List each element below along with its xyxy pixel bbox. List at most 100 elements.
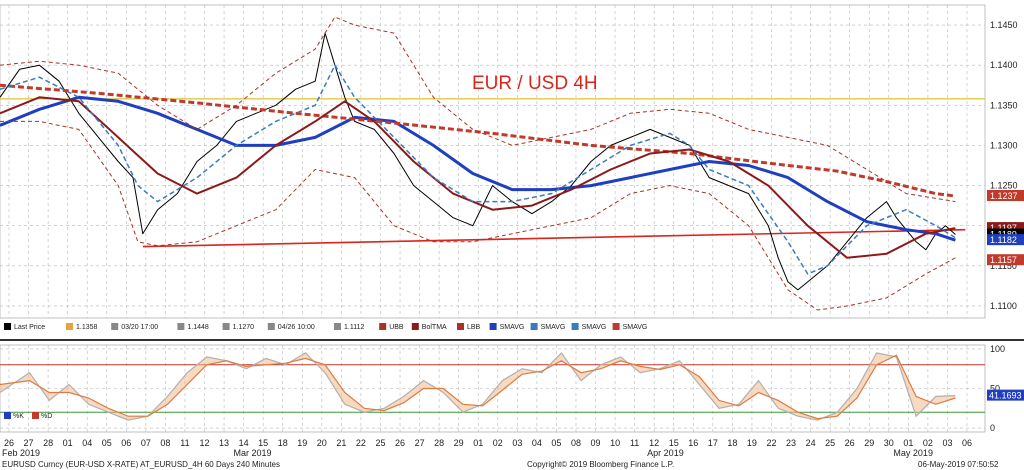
legend-swatch — [66, 323, 73, 330]
price-tick-label: 1.1250 — [990, 181, 1018, 191]
legend-label: 1.1112 — [344, 324, 364, 331]
osc-tick-label: 0 — [990, 423, 995, 433]
x-tick-label: 29 — [454, 438, 464, 448]
x-tick-label: 02 — [493, 438, 503, 448]
x-tick-label: 21 — [336, 438, 346, 448]
price-tick-label: 1.1100 — [990, 301, 1017, 311]
x-tick-label: 06 — [962, 438, 972, 448]
legend-swatch — [334, 323, 341, 330]
x-tick-label: 03 — [942, 438, 952, 448]
x-tick-label: 02 — [923, 438, 933, 448]
x-tick-label: 08 — [160, 438, 170, 448]
legend-swatch — [411, 323, 419, 330]
price-tag-box — [987, 234, 1024, 246]
legend-swatch — [457, 323, 464, 330]
legend-label: BolTMA — [422, 324, 447, 331]
series-line-ubb — [0, 16, 956, 203]
osc-value-tag-box — [987, 389, 1024, 401]
x-tick-label: 14 — [239, 438, 249, 448]
price-tag-box — [987, 254, 1024, 266]
legend-swatch — [222, 323, 230, 330]
x-tick-label: 11 — [630, 438, 639, 448]
price-panel-frame — [0, 4, 986, 319]
x-tick-label: 23 — [786, 438, 796, 448]
x-tick-label: 27 — [415, 438, 425, 448]
price-tick-label: 1.1300 — [990, 140, 1018, 150]
x-tick-label: 09 — [591, 438, 601, 448]
x-tick-label: 11 — [180, 438, 189, 448]
footer-copyright: Copyright© 2019 Bloomberg Finance L.P. — [527, 460, 675, 469]
x-tick-label: 15 — [669, 438, 679, 448]
price-series-group — [0, 16, 985, 311]
legend-swatch — [612, 323, 620, 330]
x-tick-label: 19 — [297, 438, 307, 448]
x-tick-label: 17 — [708, 438, 718, 448]
x-tick-label: 16 — [688, 438, 698, 448]
x-tick-label: 28 — [434, 438, 444, 448]
x-tick-label: 18 — [278, 438, 288, 448]
price-tick-label: 1.1400 — [990, 60, 1018, 70]
x-tick-label: 13 — [219, 438, 229, 448]
x-tick-label: 22 — [766, 438, 776, 448]
legend-label: 1.1448 — [187, 324, 209, 331]
x-tick-label: 15 — [258, 438, 268, 448]
x-tick-label: 26 — [4, 438, 14, 448]
x-group-label: Feb 2019 — [2, 448, 40, 458]
osc-legend-label: %D — [41, 413, 52, 420]
series-line-smavg — [0, 64, 956, 275]
x-tick-label: 01 — [903, 438, 913, 448]
x-tick-label: 18 — [727, 438, 737, 448]
x-tick-label: 26 — [845, 438, 855, 448]
series-line-smavg — [0, 95, 956, 242]
x-tick-label: 24 — [806, 438, 816, 448]
osc-tick-label: 50 — [990, 384, 1000, 394]
x-tick-label: 06 — [121, 438, 131, 448]
x-tick-label: 05 — [102, 438, 112, 448]
x-tick-label: 05 — [551, 438, 561, 448]
osc-legend-swatch — [4, 412, 11, 419]
x-tick-label: 12 — [200, 438, 210, 448]
legend-label: 1.1358 — [76, 324, 98, 331]
x-group-label: Apr 2019 — [647, 448, 684, 458]
price-tag-box — [987, 228, 1024, 240]
price-tag-label: 1.1157 — [990, 255, 1017, 265]
x-tick-label: 27 — [24, 438, 34, 448]
axes-group: 26 27 28 01 04 05 06 07 08 11 12 13 14 15 18 19 20 21 22 25… — [2, 20, 1024, 458]
legend-label: Last Price — [14, 324, 45, 331]
x-tick-label: 22 — [356, 438, 366, 448]
chart-canvas: 26 27 28 01 04 05 06 07 08 11 12 13 14 15 18 19 20 21 22 25… — [0, 0, 1024, 459]
x-tick-label: 04 — [82, 438, 92, 448]
legend-label: 03/20 17:00 — [121, 324, 158, 331]
chart-background — [0, 0, 1024, 459]
legend-swatch — [379, 323, 387, 330]
price-tick-label: 1.1450 — [990, 20, 1018, 30]
x-tick-label: 26 — [395, 438, 405, 448]
osc-line-pct-k — [0, 351, 956, 421]
osc-tick-label: 100 — [990, 344, 1005, 354]
x-tick-label: 01 — [63, 438, 73, 448]
legend-swatch — [111, 323, 119, 330]
footer-timestamp: 06-May-2019 07:50:52 — [918, 460, 999, 469]
osc-fill-area — [0, 352, 956, 421]
legend-swatch — [489, 323, 497, 330]
x-tick-label: 25 — [375, 438, 385, 448]
x-tick-label: 04 — [532, 438, 542, 448]
legend-label: 04/26 10:00 — [278, 324, 315, 331]
legend-swatch — [4, 323, 11, 330]
legend-label: UBB — [389, 324, 404, 331]
chart-title: EUR / USD 4H — [472, 73, 598, 94]
osc-line-pct-d — [0, 354, 956, 420]
x-tick-label: 29 — [864, 438, 874, 448]
osc-legend-swatch — [32, 412, 39, 419]
x-tick-label: 03 — [512, 438, 522, 448]
legend-swatch — [571, 323, 579, 330]
legend-label: LBB — [467, 324, 481, 331]
x-tick-label: 01 — [473, 438, 483, 448]
price-tag-label: 1.1197 — [990, 223, 1017, 233]
series-line-lbb — [0, 120, 956, 311]
x-group-label: Mar 2019 — [233, 448, 271, 458]
price-tick-label: 1.1150 — [990, 261, 1017, 271]
osc-legend-label: %K — [13, 413, 24, 420]
x-tick-label: 12 — [649, 438, 659, 448]
